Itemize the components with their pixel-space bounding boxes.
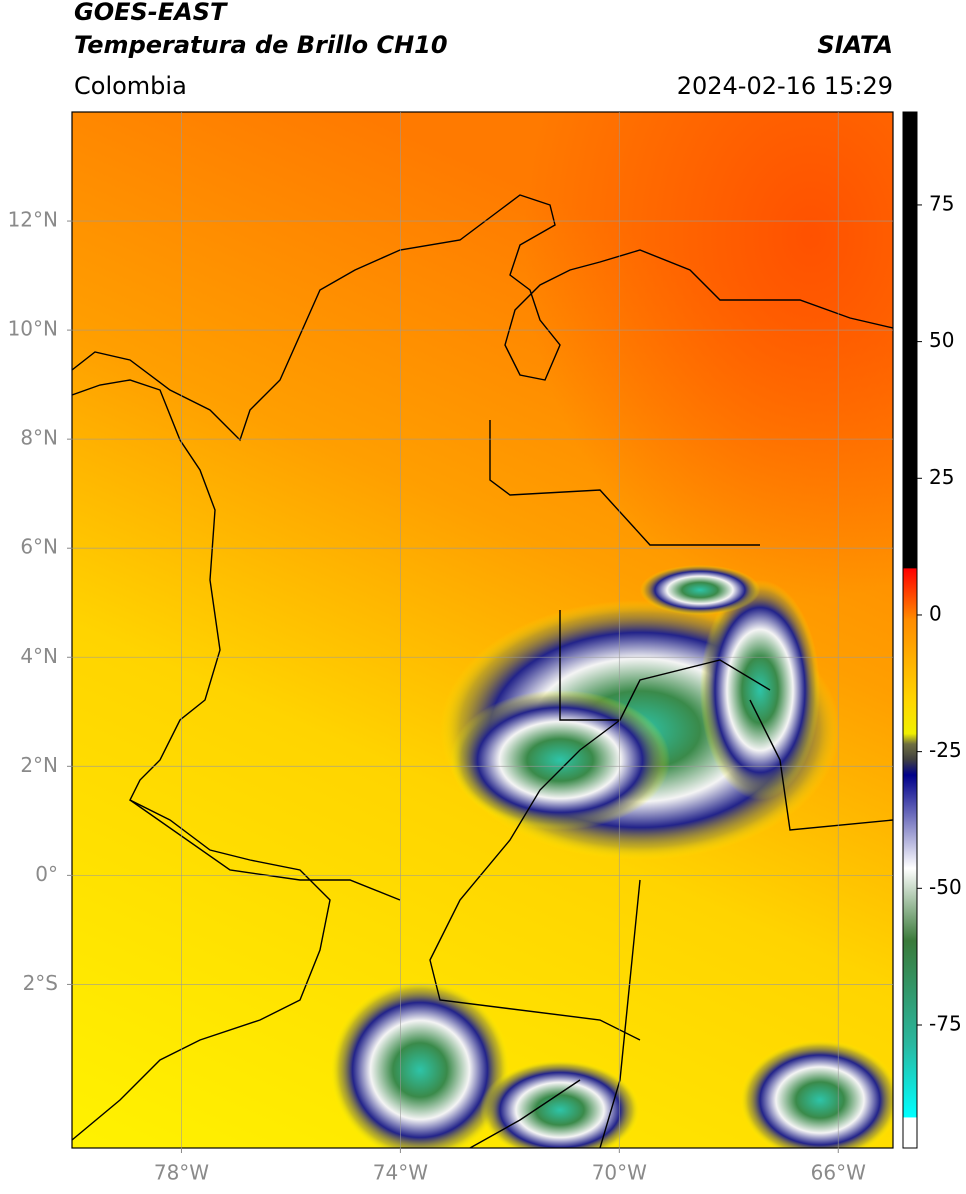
y-tick-label: 2°S [23,971,58,995]
colorbar-tick-label: 25 [929,465,954,489]
y-tick-label: 4°N [20,644,58,668]
subtitle: Temperatura de Brillo CH10 [74,31,448,59]
colorbar-tick-label: 75 [929,191,954,215]
imagery [72,112,893,1148]
border [129,420,893,1148]
source: SIATA [817,31,893,59]
cloud [740,1040,893,1148]
colorbar-tick-label: -75 [929,1011,962,1035]
x-tick-label: 70°W [592,1161,647,1185]
region: Colombia [74,72,187,100]
y-tick-label: 10°N [8,317,58,341]
cloud [330,980,510,1148]
coastline [72,194,893,442]
plot-frame [71,111,894,1149]
coastline [72,379,331,1141]
cloud [640,565,760,615]
colorbar-tick-label: 0 [929,601,942,625]
x-tick-label: 78°W [154,1161,209,1185]
title: GOES-EAST [74,0,228,26]
y-tick-label: 2°N [20,753,58,777]
colorbar-tick-label: -50 [929,875,962,899]
cloud [700,580,820,800]
x-tick-label: 74°W [373,1161,428,1185]
y-tick-label: 12°N [8,208,58,232]
cloud [480,1060,640,1148]
y-tick-label: 6°N [20,535,58,559]
x-tick-label: 66°W [811,1161,866,1185]
colorbar [902,111,918,1149]
timestamp: 2024-02-16 15:29 [677,72,893,100]
cloud [450,690,670,830]
y-tick-label: 8°N [20,426,58,450]
colorbar-tick-label: -25 [929,738,962,762]
y-tick-label: 0° [35,862,58,886]
colorbar-tick-label: 50 [929,328,954,352]
